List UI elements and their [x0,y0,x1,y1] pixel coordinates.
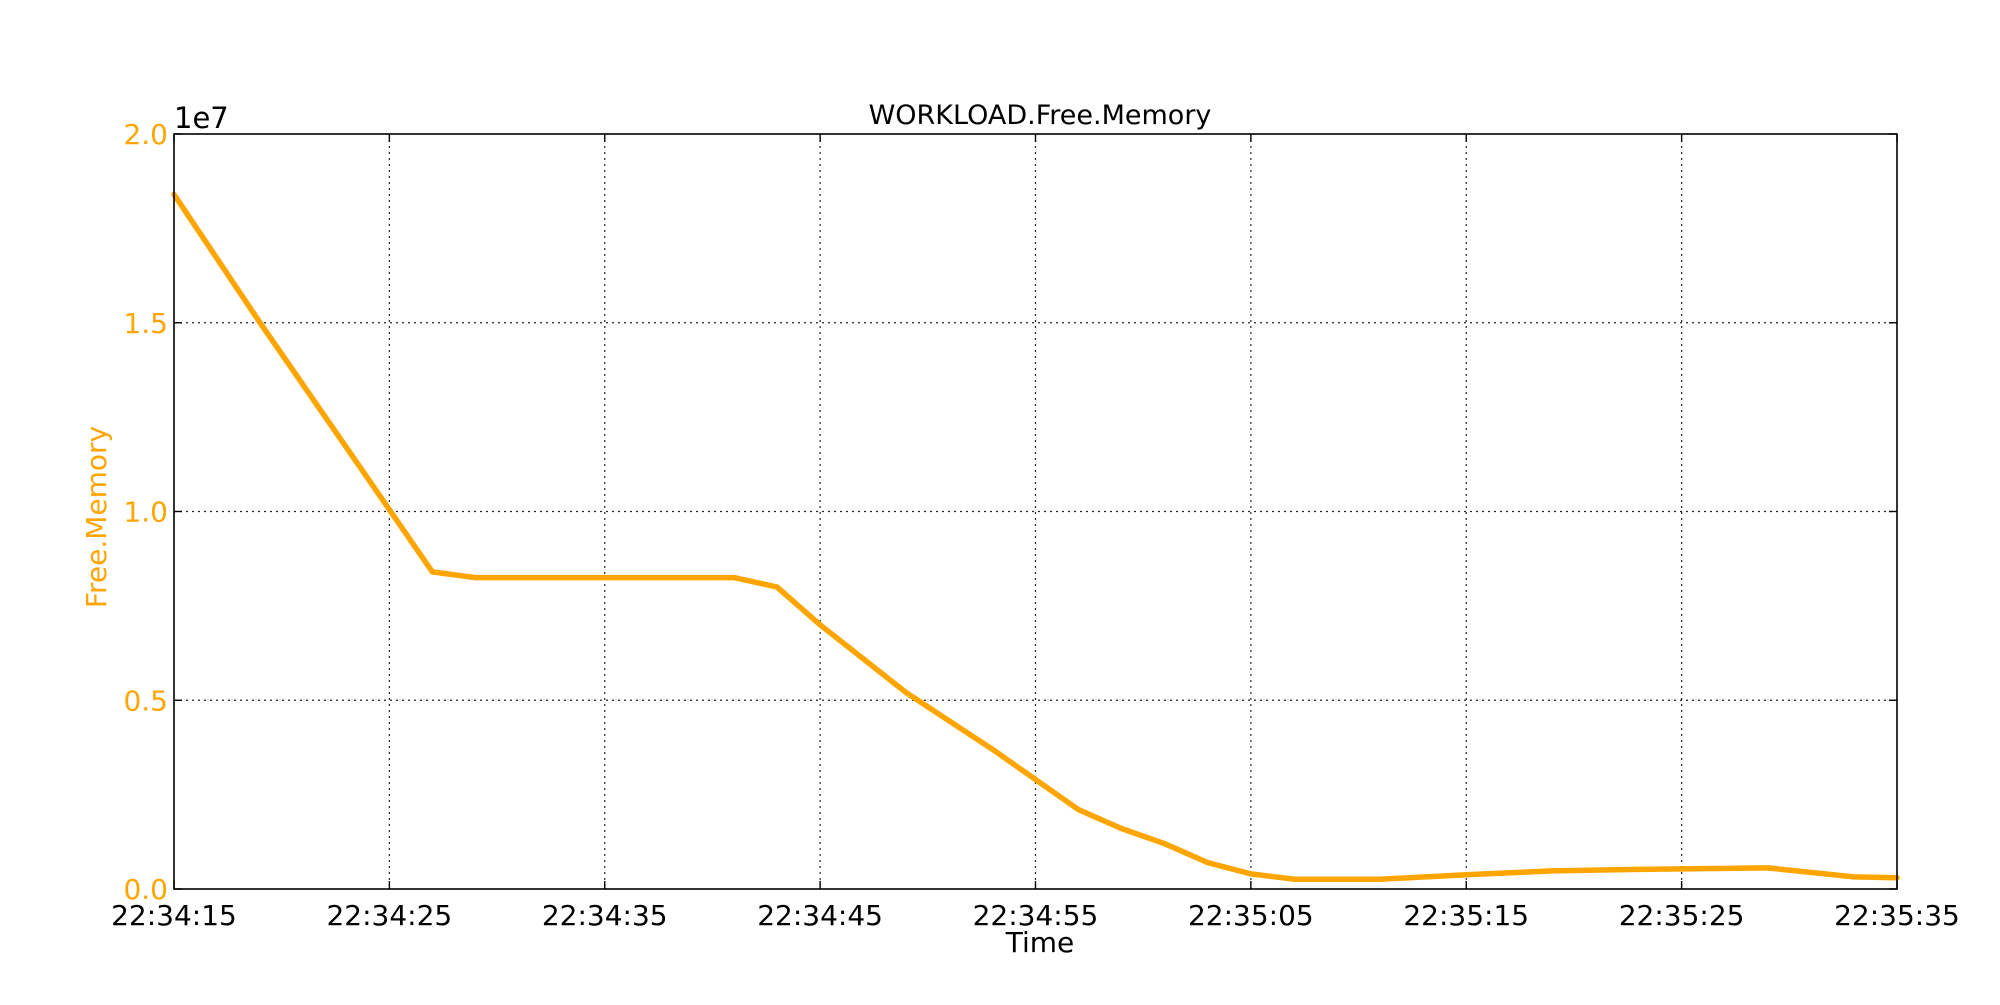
tick-labels: 22:34:15 22:34:25 22:34:35 22:34:45 22:34:55… [111,118,1960,932]
x-axis-label: Time [1005,926,1075,959]
y-tick-label: 1.5 [123,307,168,340]
y-tick-label: 0.0 [123,873,168,906]
x-tick-label: 22:35:05 [1188,899,1314,932]
chart-title: WORKLOAD.Free.Memory [869,100,1212,131]
x-tick-label: 22:35:15 [1403,899,1529,932]
y-tick-label: 0.5 [123,684,168,717]
series-layer [171,191,1900,882]
x-tick-label: 22:34:55 [973,899,1099,932]
x-tick-label: 22:34:35 [542,899,668,932]
y-axis-label: Free.Memory [80,426,113,608]
y-tick-label: 2.0 [123,118,168,151]
x-tick-label: 22:34:15 [111,899,237,932]
grid [174,134,1897,889]
series-line [171,191,1900,882]
x-tick-label: 22:34:25 [326,899,452,932]
x-tick-label: 22:35:35 [1834,899,1960,932]
y-offset-label: 1e7 [174,101,229,135]
x-tick-label: 22:34:45 [757,899,883,932]
ticks [173,133,1898,890]
y-tick-label: 1.0 [123,496,168,529]
x-tick-label: 22:35:25 [1619,899,1745,932]
